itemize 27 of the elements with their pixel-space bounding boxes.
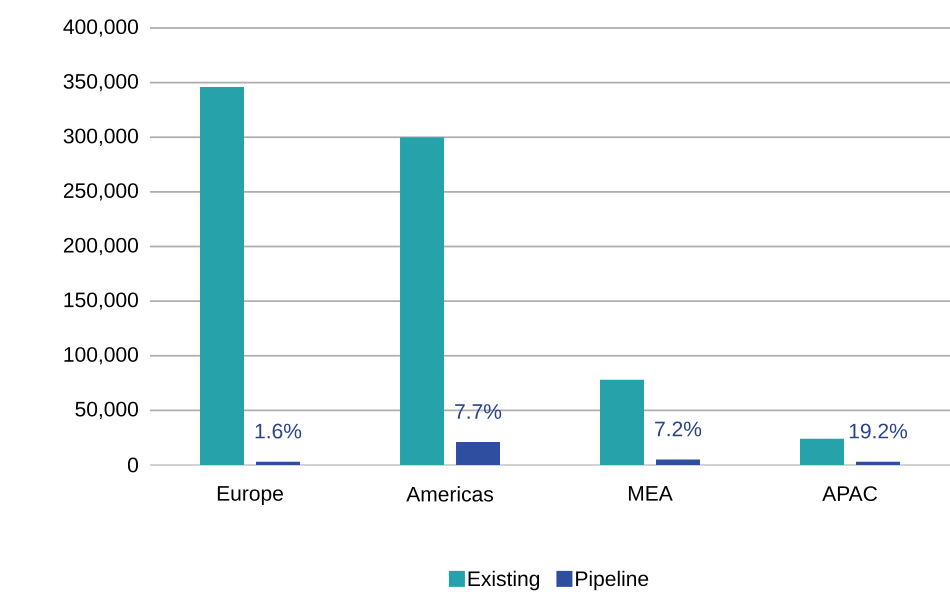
y-tick-label: 0 bbox=[128, 458, 138, 472]
bar bbox=[256, 462, 300, 465]
bar bbox=[856, 462, 900, 465]
y-tick-label: 200,000 bbox=[64, 238, 138, 256]
y-tick-label: 400,000 bbox=[63, 19, 138, 37]
bar bbox=[600, 380, 644, 465]
bar bbox=[456, 442, 500, 465]
y-tick-label: 50,000 bbox=[75, 402, 138, 420]
annotation: 7.2% bbox=[655, 422, 702, 436]
y-tick-label: 100,000 bbox=[64, 347, 138, 364]
bar bbox=[656, 460, 700, 465]
y-tick-label: 300,000 bbox=[64, 128, 138, 146]
bar bbox=[400, 137, 444, 465]
x-tick-label: MEA bbox=[628, 486, 673, 501]
annotation: 1.6% bbox=[256, 424, 302, 439]
legend-label: Existing bbox=[468, 570, 540, 590]
annotation: 19.2% bbox=[850, 424, 908, 439]
x-tick-label: Americas bbox=[406, 486, 493, 502]
annotation: 7.7% bbox=[455, 404, 502, 419]
y-tick-label: 150,000 bbox=[64, 292, 138, 310]
bar bbox=[200, 86, 244, 465]
y-tick-label: 250,000 bbox=[64, 183, 138, 201]
y-tick-label: 350,000 bbox=[64, 74, 138, 92]
legend-label: Pipeline bbox=[576, 570, 648, 590]
x-tick-label: APAC bbox=[822, 486, 878, 502]
bar bbox=[800, 438, 844, 465]
x-tick-label: Europe bbox=[218, 486, 283, 505]
